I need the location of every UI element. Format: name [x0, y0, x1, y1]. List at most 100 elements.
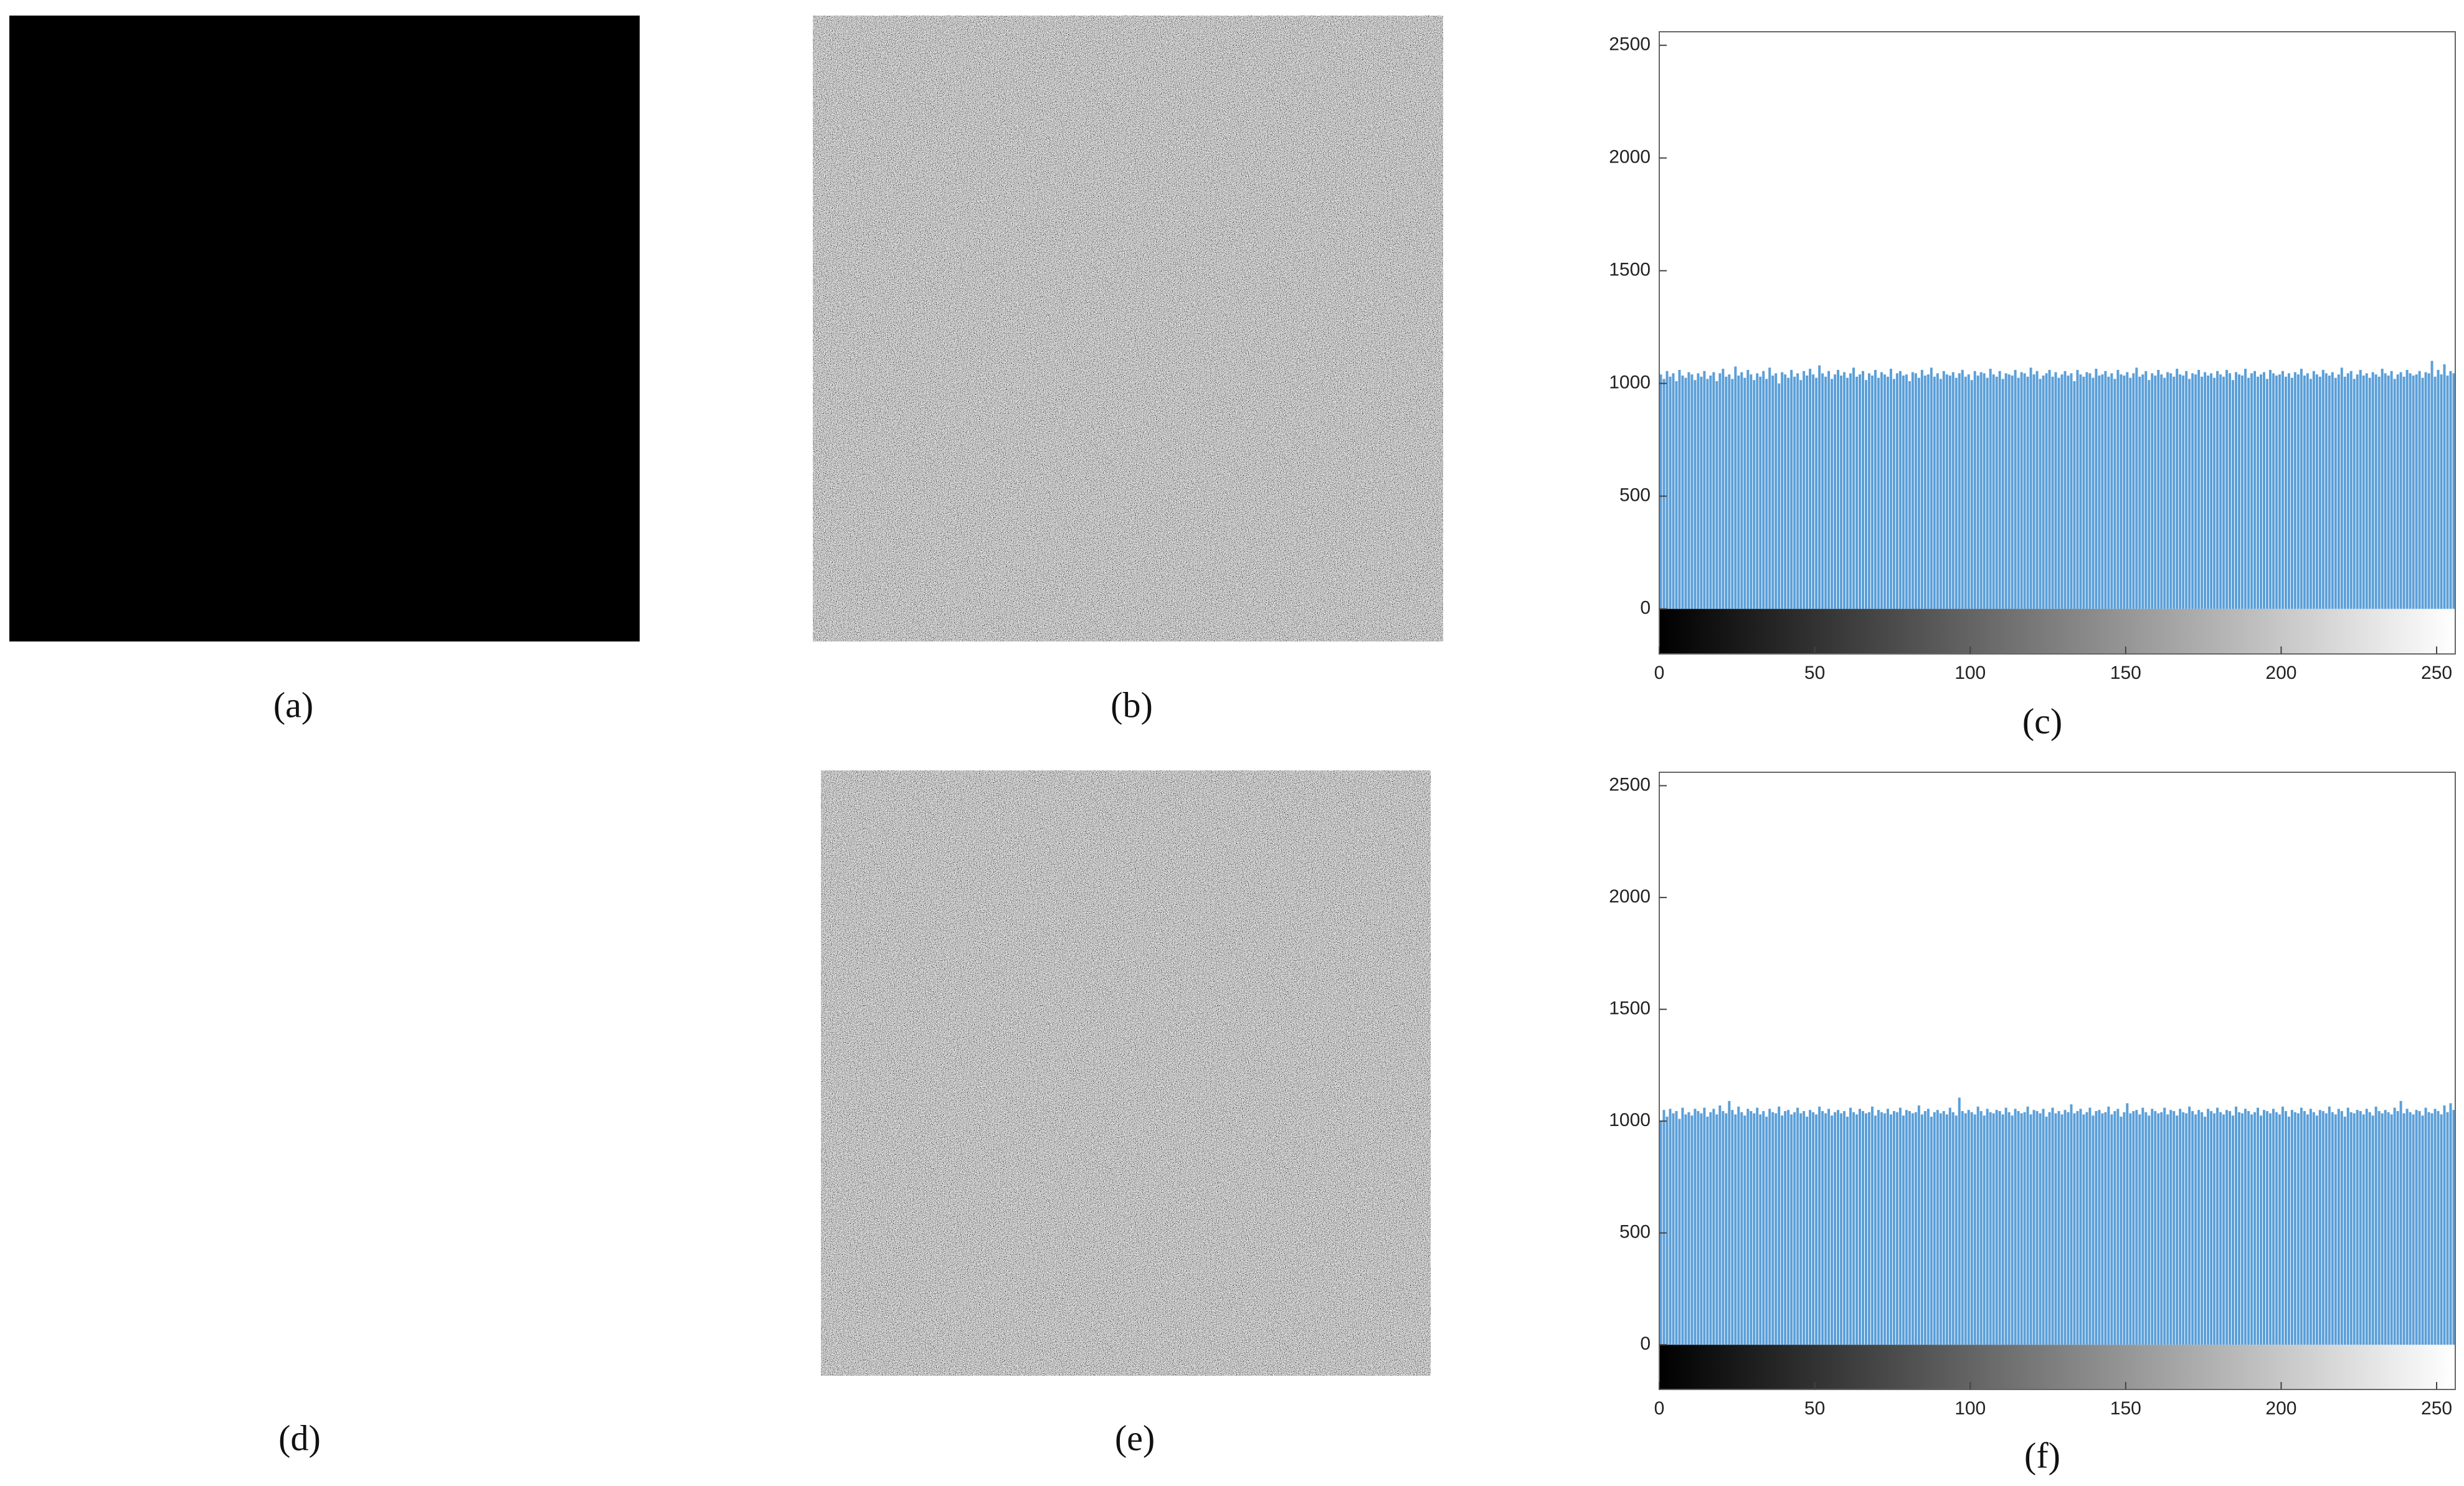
bar [2219, 1112, 2222, 1345]
bar [2415, 1110, 2418, 1345]
bar [2256, 1107, 2259, 1345]
bar [1784, 374, 1787, 609]
bar [1809, 1110, 1812, 1345]
bar [1905, 1110, 1908, 1345]
bar [1722, 1110, 1725, 1345]
bar [1756, 373, 1759, 609]
bar [2321, 1110, 2324, 1345]
bar [1951, 372, 1955, 609]
bar [1958, 1097, 1961, 1345]
bar [1806, 375, 1809, 609]
bar [2001, 1114, 2004, 1345]
bar [1923, 375, 1926, 609]
bar [2160, 1112, 2163, 1345]
bar [2390, 1114, 2393, 1345]
bar [2331, 1112, 2334, 1345]
bar [1908, 381, 1911, 609]
bar [1923, 1110, 1926, 1345]
bar [1659, 374, 1662, 609]
bar [2235, 372, 2238, 609]
bar [1911, 372, 1914, 609]
bar [2017, 1110, 2020, 1345]
bar [1843, 372, 1846, 609]
bar [2064, 371, 2067, 609]
bar [1827, 371, 1831, 609]
bar [2275, 1112, 2278, 1345]
bar [1787, 377, 1790, 609]
bar [1775, 1113, 1778, 1345]
bar [2250, 1114, 2253, 1345]
bar [1728, 1100, 1731, 1345]
bar [2201, 1112, 2204, 1345]
bar [1861, 1110, 1864, 1345]
bar [2281, 371, 2284, 609]
bar [1920, 1114, 1923, 1345]
bar [1709, 1112, 1712, 1345]
bar [2201, 376, 2204, 609]
bar [1768, 1109, 1771, 1345]
bar [1920, 369, 1923, 609]
bar [2042, 1109, 2045, 1345]
bar [1970, 1112, 1973, 1345]
bar [1902, 1115, 1905, 1345]
bar [1998, 1110, 2001, 1345]
bar [2163, 377, 2166, 609]
bar [1898, 371, 1902, 609]
bar [2368, 1112, 2371, 1345]
bar [1765, 1116, 1768, 1345]
bar [2353, 1113, 2356, 1345]
bar [2232, 1115, 2235, 1345]
bar [2384, 1110, 2387, 1345]
x-tick-label: 150 [2110, 663, 2141, 683]
bar [1955, 377, 1958, 609]
bar [1662, 379, 1666, 609]
bar [1793, 376, 1796, 609]
bar [1694, 1109, 1697, 1345]
bar [1958, 373, 1961, 609]
bar [2235, 1106, 2238, 1345]
x-tick-label: 150 [2110, 1398, 2141, 1419]
bar [2446, 1112, 2449, 1345]
bar [1889, 369, 1892, 609]
bar [2160, 374, 2163, 609]
bar [2374, 374, 2377, 609]
y-tick-label: 500 [1619, 1222, 1651, 1242]
bar [2268, 1113, 2272, 1345]
bar [2374, 1106, 2377, 1345]
bar [2290, 377, 2293, 609]
bar [2405, 369, 2409, 609]
bar [1886, 1109, 1889, 1345]
bar [2278, 1114, 2281, 1345]
bar [1989, 369, 1992, 609]
bar [2268, 369, 2272, 609]
colorbar [1659, 608, 2455, 654]
bar [1753, 380, 1756, 609]
bar [2393, 1107, 2396, 1345]
bar [1784, 1110, 1787, 1345]
bar [1669, 376, 1672, 609]
bar [2182, 375, 2185, 609]
bar [2443, 364, 2446, 609]
bar [1778, 383, 1781, 609]
bar [2182, 1112, 2185, 1345]
bar [2051, 376, 2054, 609]
bar [1793, 1112, 1796, 1345]
x-tick-label: 0 [1654, 663, 1665, 683]
bar [2011, 1115, 2014, 1345]
bar [1970, 380, 1973, 609]
bar [1967, 374, 1970, 609]
bar [1718, 1105, 1722, 1345]
bar [2020, 372, 2023, 609]
bar [2045, 373, 2048, 609]
bar [2191, 1110, 2194, 1345]
bar [1821, 373, 1824, 609]
bar [2427, 1112, 2430, 1345]
bar [2443, 1105, 2446, 1345]
bar [2452, 1110, 2455, 1345]
bar [2070, 1104, 2073, 1345]
axes-frame [1659, 772, 2456, 1390]
bar [2197, 1110, 2201, 1345]
bar [2057, 377, 2060, 609]
bar [2356, 1110, 2359, 1345]
bar [2402, 376, 2405, 609]
